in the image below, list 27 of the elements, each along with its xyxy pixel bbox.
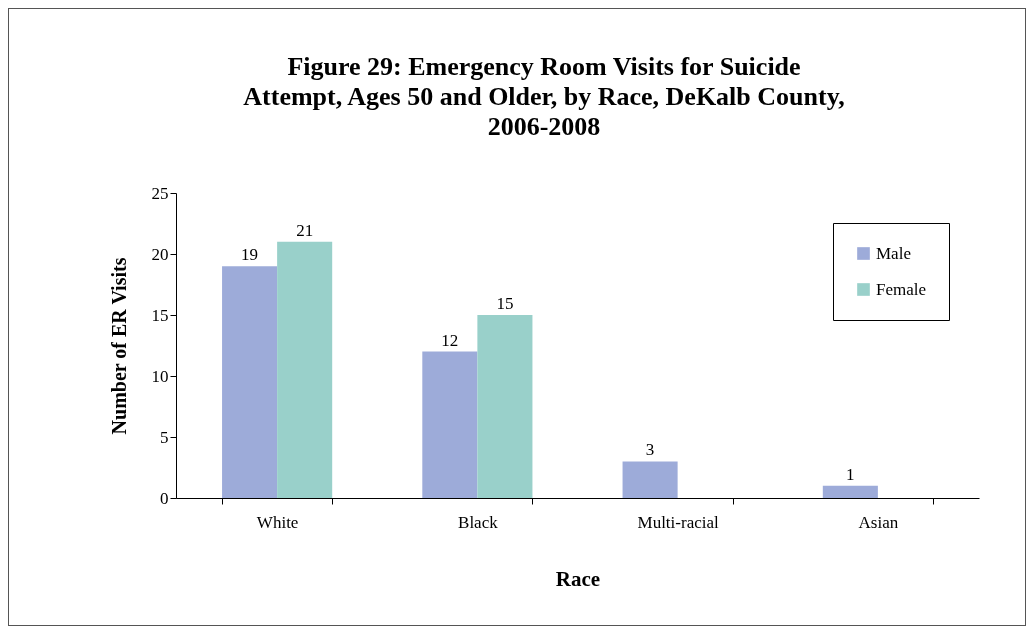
bar — [222, 266, 278, 498]
data-label: 15 — [496, 294, 514, 313]
y-tick-label: 0 — [160, 488, 169, 508]
bar — [422, 351, 478, 498]
data-label: 1 — [846, 464, 855, 484]
x-tick-label: Multi-racial — [637, 512, 719, 532]
x-tick-label: Black — [458, 512, 499, 532]
y-tick-label: 5 — [160, 427, 169, 447]
chart-title: Figure 29: Emergency Room Visits for Suicide Attempt, Ages 50 and Older, by Race, DeKalb County, 2006-2008 — [243, 52, 845, 141]
data-label: 21 — [296, 220, 314, 240]
legend-label: Female — [876, 279, 927, 299]
x-tick-label: White — [256, 512, 299, 532]
y-tick-label: 15 — [151, 305, 169, 325]
legend-label: Male — [876, 243, 911, 263]
data-label: 19 — [241, 245, 259, 265]
x-tick-label: Asian — [858, 512, 899, 532]
bar — [477, 315, 533, 498]
bar — [622, 461, 678, 498]
y-axis-title: Number of ER Visits — [107, 257, 130, 435]
data-label: 3 — [645, 440, 655, 460]
bar — [277, 241, 333, 498]
bar — [822, 485, 878, 498]
y-tick-label: 25 — [151, 183, 169, 203]
data-label: 12 — [441, 330, 459, 350]
y-tick-label: 10 — [151, 366, 169, 386]
x-axis-title: Race — [555, 566, 601, 591]
y-tick-label: 20 — [151, 244, 169, 264]
